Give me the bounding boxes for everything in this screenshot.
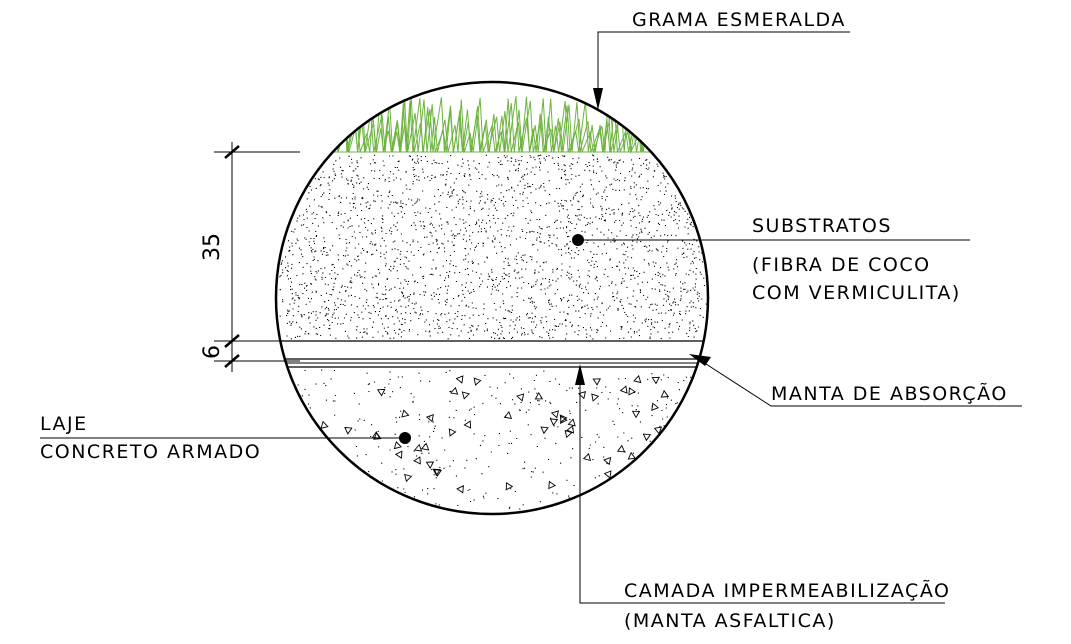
waterproof-detail-label: (MANTA ASFALTICA)	[624, 610, 836, 632]
dimension-35-label: 35	[200, 233, 225, 261]
dimension-6-label: 6	[200, 345, 225, 359]
slab-label: LAJE	[40, 413, 88, 435]
substrate-label: SUBSTRATOS	[752, 215, 892, 237]
substrate-leader	[572, 234, 970, 246]
absorption-leader	[689, 354, 1022, 407]
detail-circle	[274, 80, 710, 516]
slab-leader	[40, 432, 411, 444]
slab-detail-label: CONCRETO ARMADO	[40, 441, 261, 463]
substrate-detail-line1: (FIBRA DE COCO	[752, 254, 931, 276]
substrate-layer	[279, 154, 707, 340]
concrete-slab-layer	[297, 369, 692, 510]
waterproof-leader	[575, 364, 945, 604]
grass-leader	[593, 31, 850, 110]
grass-layer	[331, 96, 664, 154]
substrate-detail-line2: COM VERMICULITA)	[752, 282, 961, 304]
absorption-label: MANTA DE ABSORÇÃO	[771, 382, 1008, 405]
waterproof-label: CAMADA IMPERMEABILIZAÇÃO	[624, 579, 950, 602]
dimension-lines	[214, 142, 300, 372]
grass-label: GRAMA ESMERALDA	[632, 9, 846, 31]
